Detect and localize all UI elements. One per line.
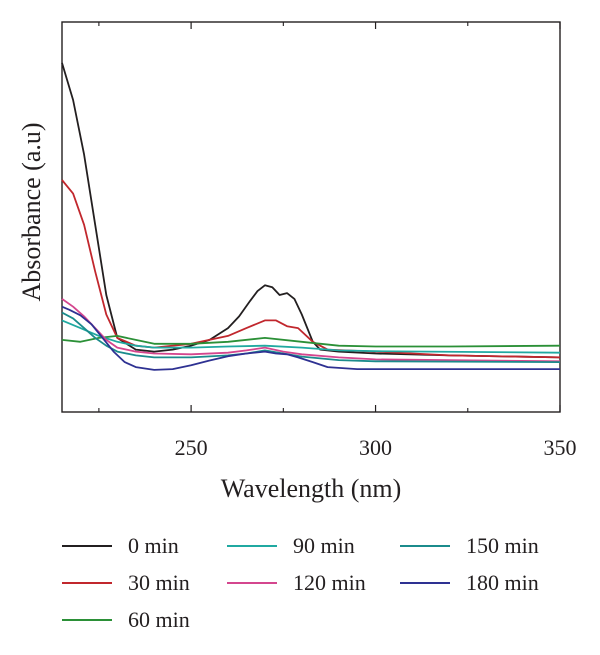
series-line-150-min <box>61 311 561 363</box>
series-line-180-min <box>61 305 560 371</box>
legend-label: 150 min <box>466 533 539 558</box>
series-line-90-min <box>61 319 561 354</box>
plot-frame <box>61 21 561 413</box>
x-axis-title: Wavelength (nm) <box>221 474 402 503</box>
x-tick-label: 300 <box>359 435 392 460</box>
x-tick-label: 350 <box>544 435 577 460</box>
legend-label: 180 min <box>466 570 539 595</box>
series-line-30-min <box>61 179 561 359</box>
y-axis-title: Absorbance (a.u) <box>17 122 46 301</box>
legend: 0 min 30 min 60 min 90 min 120 min 150 min 180… <box>62 533 539 632</box>
legend-label: 0 min <box>128 533 179 558</box>
plot-area: 250 300 350 <box>61 21 577 460</box>
legend-label: 90 min <box>293 533 355 558</box>
x-tick-label: 250 <box>175 435 208 460</box>
legend-label: 60 min <box>128 607 190 632</box>
series-line-0-min <box>61 62 561 359</box>
legend-label: 120 min <box>293 570 366 595</box>
legend-label: 30 min <box>128 570 190 595</box>
